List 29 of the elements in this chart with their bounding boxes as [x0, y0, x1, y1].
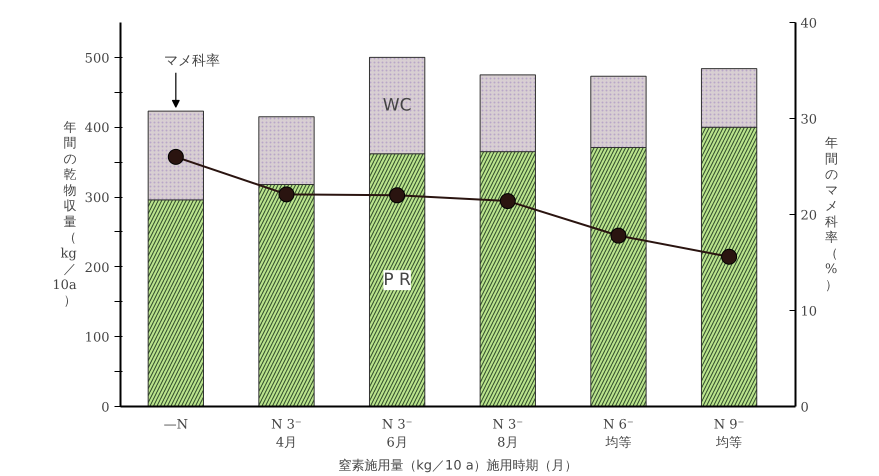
text: 年間のマメ科率（%）: [825, 136, 838, 293]
series-label: P R: [383, 270, 412, 290]
x-tick-label: N 3⁻ 6月: [382, 418, 412, 450]
point: [168, 148, 184, 165]
x-tick-label: N 6⁻ 均等: [603, 418, 634, 450]
point: [500, 193, 516, 210]
y-tick-label: 200: [84, 260, 110, 276]
y-tick-label: 0: [101, 400, 110, 416]
y-tick-label: 400: [84, 121, 110, 136]
y2-tick-label: 20: [800, 208, 818, 224]
y-tick-label: 100: [84, 330, 110, 346]
series-label: WC: [382, 96, 412, 116]
y2-tick-label: 40: [800, 16, 818, 32]
x-tick-label: —N: [164, 418, 188, 432]
y2-tick-label: 10: [800, 304, 818, 320]
y-tick-label: 500: [84, 51, 110, 66]
x-tick-label: N 9⁻ 均等: [714, 418, 744, 450]
x-tick-label: N 3⁻ 4月: [271, 418, 302, 450]
y2-tick-label: 30: [800, 112, 818, 128]
text: 年間の乾物収量（kg／10a）: [52, 120, 77, 309]
y2-tick-label: 0: [800, 400, 809, 416]
point: [721, 248, 738, 265]
x-axis-title: 窒素施用量（kg／10 a）施用時期（月）: [338, 458, 578, 474]
x-tick-label: N 3⁻ 8月: [492, 418, 524, 450]
point: [278, 186, 294, 202]
point: [389, 187, 406, 204]
annotation: マメ科率: [164, 52, 220, 69]
y-tick-label: 300: [84, 191, 110, 206]
point: [610, 228, 626, 244]
